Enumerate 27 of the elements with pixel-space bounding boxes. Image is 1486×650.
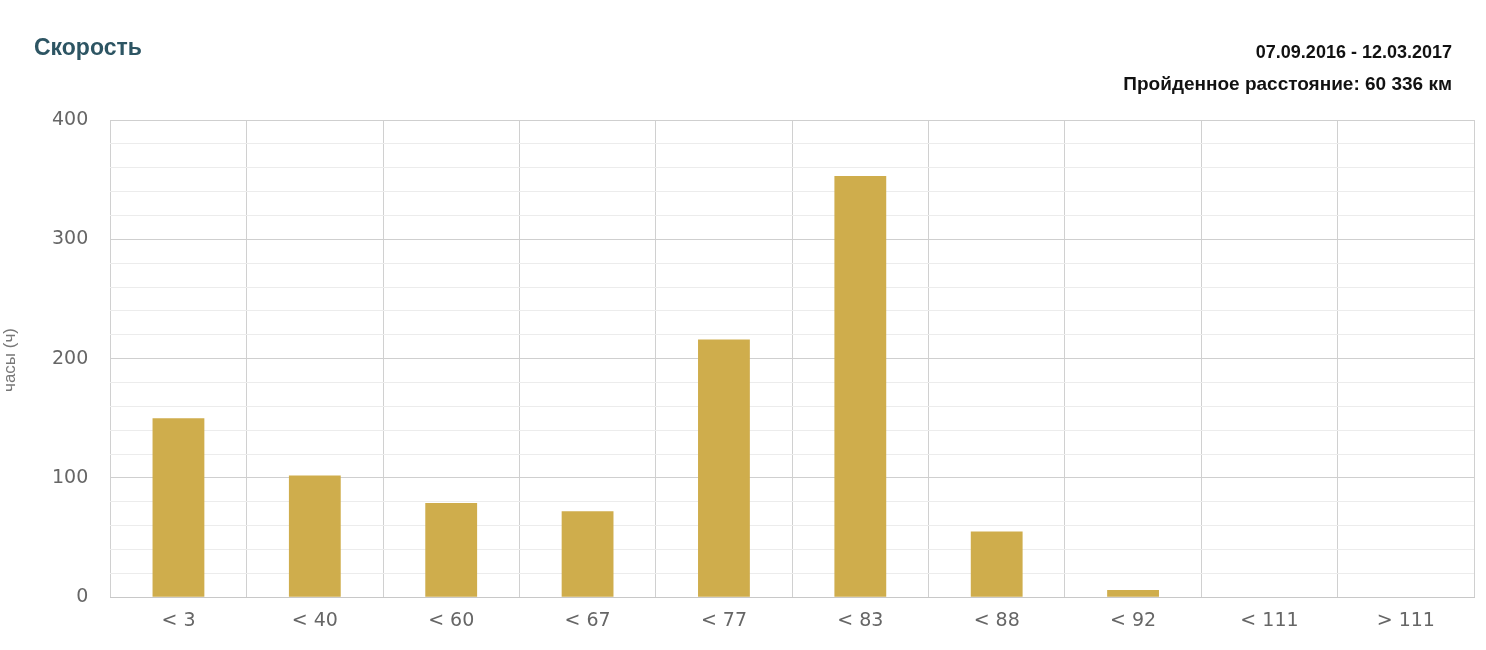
x-tick-label: < 111 — [1240, 607, 1299, 630]
bar — [834, 176, 887, 597]
x-tick-label: < 67 — [564, 607, 611, 630]
y-tick-label: 200 — [52, 345, 89, 368]
x-tick-label: < 77 — [700, 607, 748, 630]
x-tick-label: < 40 — [291, 607, 338, 630]
y-tick-label: 0 — [76, 584, 89, 607]
bar — [970, 531, 1023, 597]
bar — [425, 502, 478, 597]
x-tick-label: < 88 — [973, 607, 1020, 630]
x-tick-label: < 83 — [837, 607, 884, 630]
x-tick-label: > 111 — [1376, 607, 1435, 630]
y-tick-label: 300 — [52, 226, 89, 249]
x-tick-label: < 60 — [428, 607, 475, 630]
y-tick-label: 100 — [52, 464, 89, 487]
x-tick-label: < 3 — [161, 607, 196, 630]
bar — [561, 511, 614, 597]
text: 07.09.2016 - 12.03.2017 — [1254, 41, 1452, 64]
bar — [1107, 590, 1159, 597]
bar — [152, 418, 205, 597]
x-tick-label: < 92 — [1110, 607, 1157, 630]
y-axis-title: часы (ч) — [0, 327, 20, 394]
text: Пройденное расстояние: 60 336 км — [1123, 72, 1452, 96]
chart-title: Скорость — [34, 34, 142, 61]
y-tick-label: 400 — [52, 106, 89, 129]
bar — [698, 339, 750, 597]
bar — [288, 475, 341, 597]
